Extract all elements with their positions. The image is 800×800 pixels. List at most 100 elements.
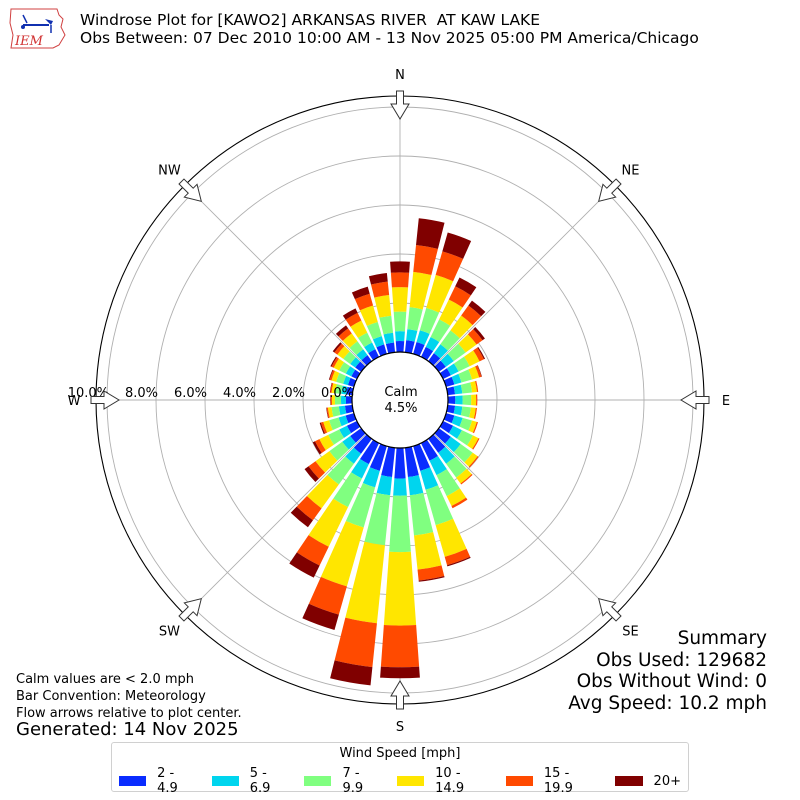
wind-bar-segment	[320, 520, 364, 587]
wind-bar-segment	[385, 342, 396, 354]
wind-bar-segment	[409, 492, 434, 536]
flow-arrow-icon	[390, 680, 410, 710]
wind-bar-segment	[429, 455, 447, 476]
wind-bar-segment	[327, 407, 334, 418]
legend-swatch	[211, 776, 239, 786]
wind-bar-segment	[323, 420, 333, 433]
wind-bar-segment	[350, 320, 368, 338]
flow-arrows-note: Flow arrows relative to plot center.	[16, 706, 242, 721]
compass-label-s: S	[396, 720, 404, 735]
wind-bar-segment	[338, 405, 347, 415]
grid-spoke	[433, 184, 616, 367]
wind-bar-segment	[350, 357, 361, 368]
wind-bar-segment	[413, 443, 431, 471]
wind-bar-segment	[383, 332, 395, 344]
wind-bar-segment	[394, 447, 406, 479]
legend-item: 10 - 14.9	[397, 766, 492, 796]
wind-bar-segment	[345, 366, 356, 377]
wind-bar-segment	[420, 467, 439, 490]
wind-bar-segment	[458, 334, 477, 353]
grid-spoke	[184, 433, 367, 616]
calm-circle	[351, 351, 449, 449]
wind-bar-segment	[370, 281, 390, 298]
wind-bar-segment	[436, 469, 460, 497]
wind-bar-segment	[330, 395, 333, 405]
wind-bar-segment	[320, 421, 328, 434]
wind-bar-segment	[332, 342, 342, 353]
wind-bar-segment	[353, 434, 372, 454]
wind-bar-segment	[450, 315, 473, 339]
windrose-bars	[289, 218, 486, 686]
wind-bar-segment	[472, 438, 480, 450]
legend-label: 15 - 19.9	[543, 766, 573, 796]
wind-bar-segment	[333, 358, 345, 371]
wind-bar-segment	[383, 551, 417, 626]
wind-bar-segment	[425, 336, 440, 352]
wind-bar-segment	[468, 420, 477, 433]
wind-bar-segment	[335, 384, 343, 394]
wind-bar-segment	[328, 429, 345, 445]
wind-bar-segment	[468, 456, 479, 468]
wind-bar-segment	[453, 384, 463, 395]
legend-item: 15 - 19.9	[505, 766, 601, 796]
wind-bar-segment	[444, 548, 471, 566]
wind-bar-segment	[331, 406, 341, 417]
legend-item: 20+	[614, 766, 681, 796]
wind-bar-segment	[351, 459, 369, 479]
iem-logo: IEM	[5, 5, 67, 50]
wind-bar-segment	[469, 407, 476, 419]
wind-bar-segment	[475, 380, 479, 393]
wind-bar-segment	[379, 315, 394, 335]
compass-label-ne: NE	[622, 163, 640, 178]
wind-bar-segment	[330, 395, 331, 405]
wind-bar-segment	[346, 420, 361, 434]
wind-bar-segment	[340, 395, 347, 405]
wind-bar-segment	[374, 294, 392, 318]
flow-arrow-icon	[90, 390, 120, 410]
wind-bar-segment	[331, 357, 339, 368]
wind-bar-segment	[344, 404, 354, 414]
flow-arrow-icon	[680, 390, 710, 410]
wind-bar-segment	[448, 425, 462, 439]
wind-bar-segment	[356, 349, 368, 361]
wind-bar-segment	[331, 370, 340, 382]
wind-speed-legend: Wind Speed [mph] 2 - 4.9 5 - 6.9 7 - 9.9 10…	[111, 742, 689, 796]
wind-bar-segment	[342, 436, 356, 450]
wind-bar-segment	[390, 272, 410, 288]
wind-bar-segment	[439, 368, 451, 380]
generated-date: Generated: 14 Nov 2025	[16, 719, 239, 740]
wind-bar-segment	[328, 369, 334, 380]
compass-label-nw: NW	[158, 163, 181, 178]
calm-value: 4.5%	[384, 401, 417, 416]
wind-bar-segment	[334, 617, 377, 668]
wind-bar-segment	[329, 417, 342, 431]
wind-bar-segment	[407, 475, 424, 496]
wind-bar-segment	[330, 356, 337, 367]
wind-bar-segment	[453, 405, 463, 416]
wind-bar-segment	[319, 422, 325, 435]
wind-bar-segment	[416, 218, 445, 249]
wind-bar-segment	[446, 386, 456, 396]
wind-bar-segment	[473, 327, 485, 341]
wind-bar-segment	[329, 370, 335, 381]
wind-bar-segment	[372, 336, 385, 348]
compass-label-w: W	[68, 394, 81, 409]
wind-bar-segment	[456, 468, 472, 484]
wind-bar-segment	[456, 430, 473, 446]
wind-bar-segment	[381, 446, 396, 477]
obs-used: Obs Used: 129682	[596, 649, 767, 671]
wind-bar-segment	[376, 475, 393, 496]
flow-arrow-icon	[598, 598, 622, 622]
wind-bar-segment	[338, 415, 349, 427]
legend-swatch	[119, 776, 147, 786]
wind-bar-segment	[334, 395, 342, 405]
wind-bar-segment	[296, 496, 322, 521]
wind-bar-segment	[331, 395, 336, 405]
wind-bar-segment	[446, 363, 459, 376]
flow-arrow-icon	[178, 178, 202, 202]
wind-bar-segment	[368, 349, 380, 361]
wind-bar-segment	[366, 322, 382, 340]
wind-bar-segment	[425, 485, 454, 526]
wind-bar-segment	[338, 328, 352, 341]
